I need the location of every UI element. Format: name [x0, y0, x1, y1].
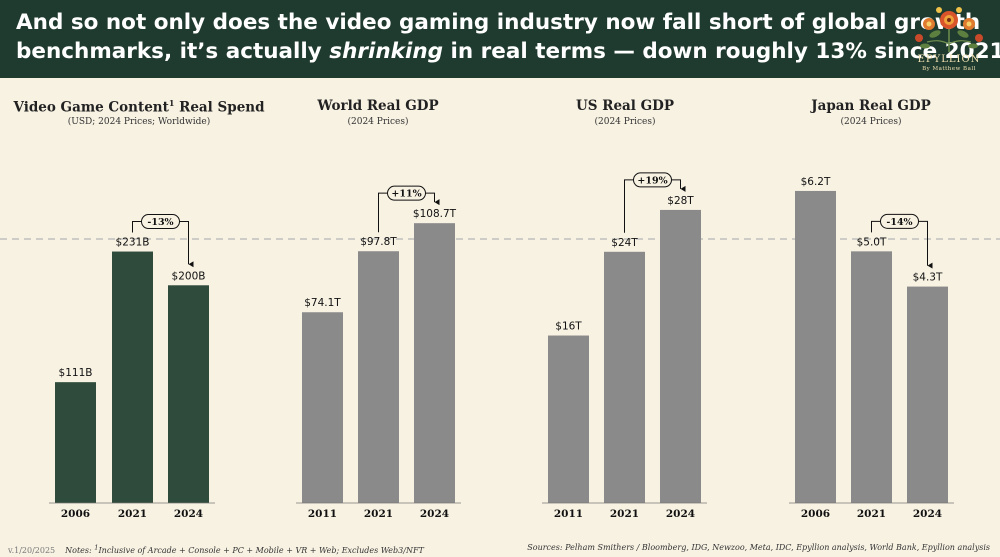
chart-1-bar-2021: [112, 251, 153, 503]
logo-byline: By Matthew Ball: [922, 66, 976, 72]
headline-line-2a: benchmarks, it’s actually: [16, 39, 330, 64]
chart-4-growth-pill: [880, 213, 919, 229]
chart-1-tick-label: 2006: [61, 508, 90, 520]
chart-1-tick-label: 2021: [118, 508, 147, 520]
chart-4-bar-2024: [907, 286, 948, 503]
chart-2-tick-label: 2011: [308, 508, 337, 520]
chart-2-bar-2021: [358, 251, 399, 503]
chart-2-data-label: $74.1T: [304, 297, 341, 309]
chart-3-growth-pill: [633, 172, 672, 188]
chart-1-title-text: Video Game Content: [13, 99, 169, 116]
chart-3-data-label: $28T: [667, 195, 694, 207]
chart-1-title-sup: 1: [168, 98, 175, 108]
notes-text: Inclusive of Arcade + Console + PC + Mob…: [98, 545, 424, 555]
headline-line-2: benchmarks, it’s actually shrinking in r…: [16, 37, 1000, 66]
headline: And so not only does the video gaming in…: [16, 8, 1000, 66]
chart-2-bar-2024: [414, 223, 455, 503]
chart-2-growth-label: +11%: [391, 189, 421, 200]
epyllion-logo: EPYLLION By Matthew Ball: [905, 4, 993, 74]
chart-1-subtitle: (USD; 2024 Prices; Worldwide): [67, 117, 211, 127]
chart-3-data-label: $24T: [611, 237, 638, 249]
logo-name: EPYLLION: [917, 54, 981, 65]
chart-4-tick-label: 2006: [801, 508, 830, 520]
chart-3-bar-2011: [548, 335, 589, 503]
chart-3-growth-label: +19%: [637, 175, 667, 186]
chart-3-tick-label: 2011: [554, 508, 583, 520]
chart-2-growth-pill: [387, 185, 426, 201]
chart-3-subtitle: (2024 Prices): [594, 117, 656, 127]
chart-4-bar-2021: [851, 251, 892, 503]
footer-notes: v.1/20/2025 Notes: 1Inclusive of Arcade +…: [8, 543, 424, 555]
chart-1-bar-2006: [55, 382, 96, 503]
chart-4-subtitle: (2024 Prices): [840, 117, 902, 127]
chart-1-tick-label: 2024: [174, 508, 203, 520]
chart-1-data-label: $231B: [116, 237, 150, 249]
chart-4-growth-label: -14%: [886, 217, 912, 228]
chart-1-growth-label: -13%: [147, 217, 173, 228]
chart-1-title-suffix: Real Spend: [174, 99, 265, 116]
chart-1-data-label: $111B: [59, 367, 93, 379]
chart-2-data-label: $108.7T: [413, 208, 457, 220]
chart-1-title: Video Game Content1 Real Spend: [0, 98, 289, 116]
notes-sup: 1: [94, 543, 99, 551]
chart-4-title: Japan Real GDP: [811, 98, 931, 114]
chart-2-tick-label: 2024: [420, 508, 449, 520]
notes-label: Notes:: [65, 545, 95, 555]
chart-2-tick-label: 2021: [364, 508, 393, 520]
chart-4-data-label: $6.2T: [801, 176, 831, 188]
chart-3-bar-2021: [604, 251, 645, 503]
chart-4-bar-2006: [795, 190, 836, 503]
chart-3-tick-label: 2024: [666, 508, 695, 520]
chart-1-data-label: $200B: [172, 270, 206, 282]
chart-1-bar-2024: [168, 285, 209, 503]
version-label: v.1/20/2025: [8, 545, 56, 555]
headline-emphasis: shrinking: [329, 39, 444, 64]
chart-3-title: US Real GDP: [576, 98, 674, 114]
headline-line-2b: in real terms — down roughly 13% since 2…: [443, 39, 1000, 64]
chart-2-title: World Real GDP: [317, 98, 439, 114]
chart-3-data-label: $16T: [555, 321, 582, 333]
chart-3-bar-2024: [660, 209, 701, 503]
chart-3-tick-label: 2021: [610, 508, 639, 520]
headline-line-1: And so not only does the video gaming in…: [16, 10, 981, 35]
chart-4-data-label: $4.3T: [913, 272, 943, 284]
chart-2-data-label: $97.8T: [360, 236, 397, 248]
footer-sources: Sources: Pelham Smithers / Bloomberg, ID…: [527, 543, 990, 552]
chart-2-subtitle: (2024 Prices): [347, 117, 409, 127]
floral-emblem-icon: [915, 7, 983, 53]
header-banner: And so not only does the video gaming in…: [0, 0, 1000, 78]
chart-1-growth-pill: [141, 214, 180, 230]
chart-4-data-label: $5.0T: [857, 236, 887, 248]
chart-4-tick-label: 2021: [857, 508, 886, 520]
chart-4-tick-label: 2024: [913, 508, 942, 520]
chart-2-bar-2011: [302, 312, 343, 503]
